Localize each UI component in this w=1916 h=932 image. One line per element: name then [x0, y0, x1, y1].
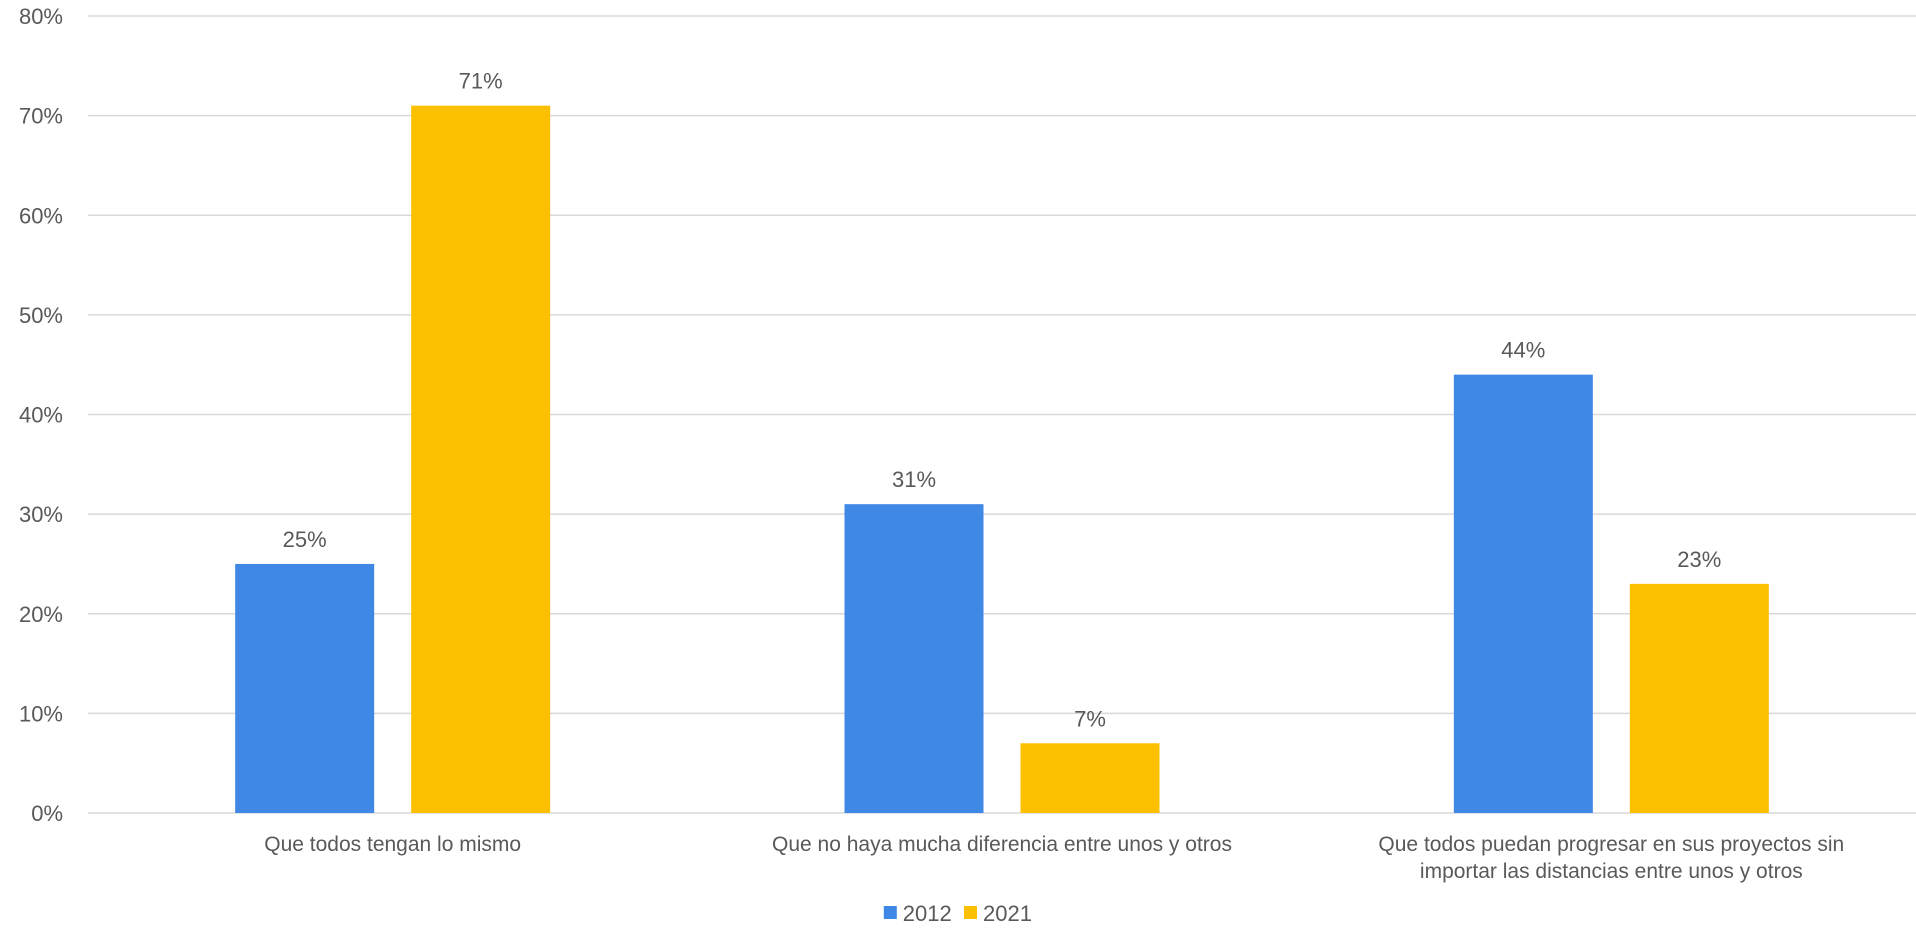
y-tick-label: 10% [19, 701, 63, 726]
bar-2021 [1629, 583, 1769, 813]
y-tick-label: 70% [19, 104, 63, 129]
bar-2021 [411, 105, 551, 814]
y-tick-label: 30% [19, 502, 63, 527]
y-tick-label: 0% [31, 801, 63, 826]
legend-label-2012: 2012 [903, 901, 952, 926]
bar-2021 [1020, 743, 1160, 813]
y-tick-label: 80% [19, 4, 63, 29]
data-labels: 25% 71% 31% 7% 44% 23% [283, 69, 1722, 732]
bars [235, 105, 1769, 814]
data-label: 25% [283, 527, 327, 552]
data-label: 71% [459, 69, 503, 94]
bar-2012 [844, 504, 984, 813]
category-label: Que todos tengan lo mismo [264, 833, 521, 856]
legend-swatch-2021 [964, 906, 977, 919]
legend-swatch-2012 [883, 906, 897, 919]
y-tick-label: 20% [19, 602, 63, 627]
x-axis-category-labels: Que todos tengan lo mismo Que no haya muc… [264, 833, 1844, 883]
data-label: 31% [892, 467, 936, 492]
data-label: 44% [1501, 338, 1545, 363]
category-label: Que no haya mucha diferencia entre unos … [772, 833, 1232, 856]
legend-label-2021: 2021 [983, 901, 1032, 926]
legend: 2012 2021 [883, 901, 1032, 926]
y-tick-label: 40% [19, 403, 63, 428]
data-label: 7% [1074, 706, 1106, 731]
y-axis-tick-labels: 0% 10% 20% 30% 40% 50% 60% 70% 80% [19, 4, 63, 826]
bar-2012 [235, 563, 375, 813]
y-tick-label: 50% [19, 303, 63, 328]
category-label: Que todos puedan progresar en sus proyec… [1378, 833, 1844, 883]
data-label: 23% [1677, 547, 1721, 572]
y-tick-label: 60% [19, 203, 63, 228]
bar-2012 [1453, 374, 1593, 813]
y-gridlines [88, 15, 1916, 814]
